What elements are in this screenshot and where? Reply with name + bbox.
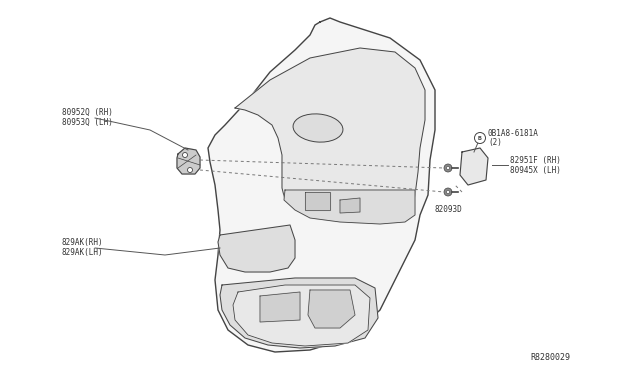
Polygon shape [284, 190, 415, 224]
Text: R8280029: R8280029 [530, 353, 570, 362]
Polygon shape [260, 292, 300, 322]
Circle shape [447, 190, 449, 193]
Polygon shape [233, 285, 370, 346]
Text: 829AK(LH): 829AK(LH) [62, 247, 104, 257]
Polygon shape [340, 198, 360, 213]
Text: 80953Q (LH): 80953Q (LH) [62, 118, 113, 126]
Polygon shape [460, 148, 488, 185]
Text: 80945X (LH): 80945X (LH) [510, 167, 561, 176]
Polygon shape [235, 48, 425, 222]
Circle shape [474, 132, 486, 144]
Ellipse shape [293, 114, 343, 142]
Circle shape [444, 164, 452, 172]
Text: 0B1A8-6181A: 0B1A8-6181A [488, 128, 539, 138]
Circle shape [182, 153, 188, 157]
Text: (2): (2) [488, 138, 502, 148]
Polygon shape [218, 225, 295, 272]
Circle shape [447, 167, 449, 170]
Text: 82093D: 82093D [434, 205, 462, 214]
Polygon shape [208, 18, 435, 352]
Text: B: B [478, 135, 482, 141]
Polygon shape [220, 278, 378, 348]
Polygon shape [177, 148, 200, 174]
Text: 80952Q (RH): 80952Q (RH) [62, 108, 113, 116]
Text: 82951F (RH): 82951F (RH) [510, 157, 561, 166]
Polygon shape [308, 290, 355, 328]
Circle shape [444, 188, 452, 196]
Circle shape [188, 167, 193, 173]
Polygon shape [305, 192, 330, 210]
Text: 829AK(RH): 829AK(RH) [62, 237, 104, 247]
